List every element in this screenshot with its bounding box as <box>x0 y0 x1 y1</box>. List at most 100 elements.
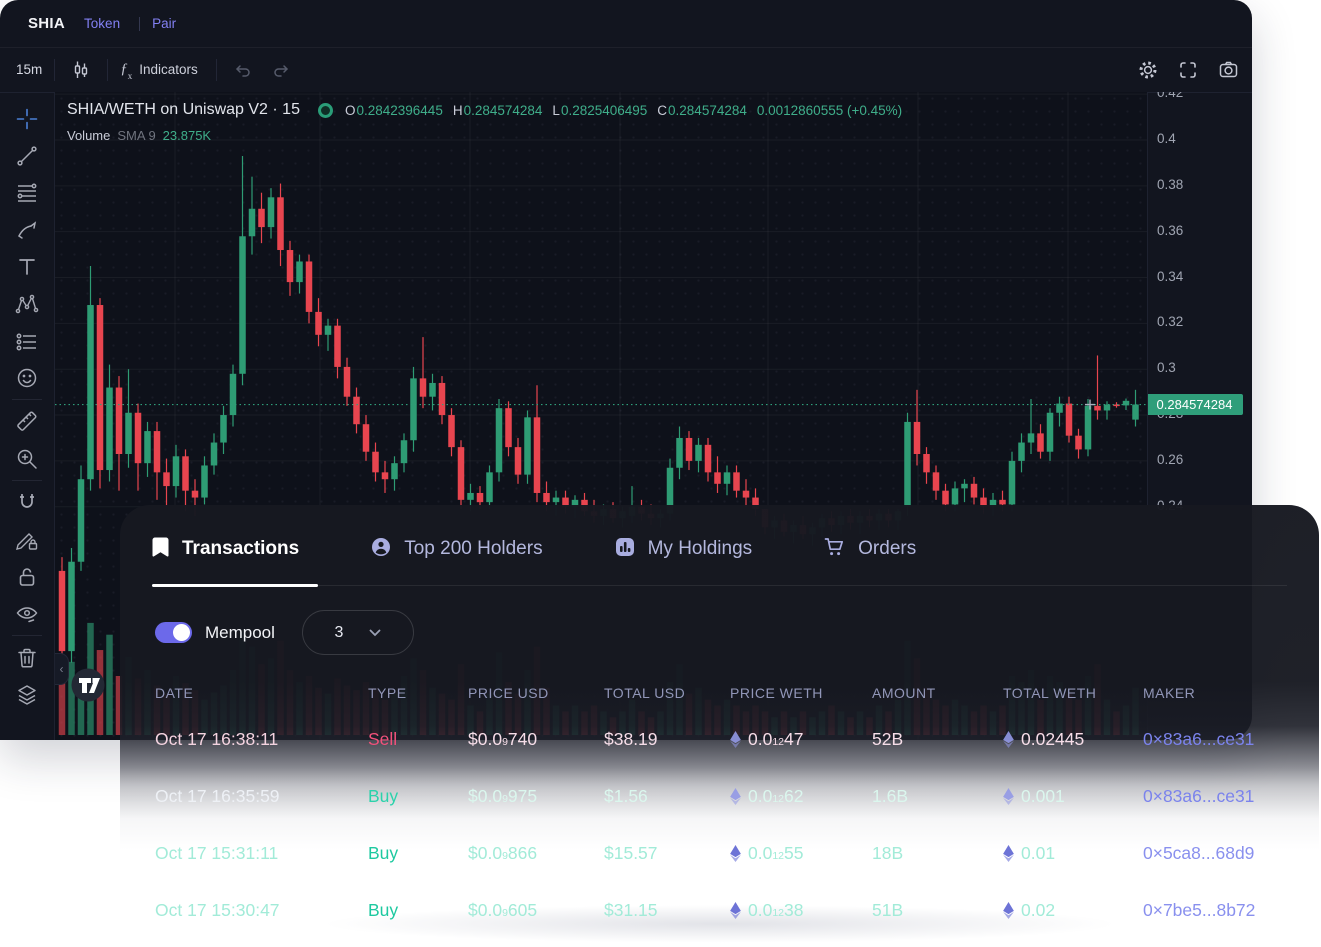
column-header-type: TYPE <box>368 685 407 701</box>
volume-value: 23.875K <box>162 128 212 143</box>
camera-snapshot-icon[interactable] <box>1214 56 1242 84</box>
chart-legend: SHIA/WETH on Uniswap V2 · 15 O0.28423964… <box>67 101 902 119</box>
table-body: Oct 17 16:38:11 Sell $0.0 9 740 $38.19 0.0… <box>120 711 1319 939</box>
current-price-badge: 0.284574284 <box>1148 394 1243 416</box>
tab-transactions[interactable]: Transactions <box>152 537 299 562</box>
forecast-tool-icon[interactable] <box>8 322 46 359</box>
table-row[interactable]: Oct 17 15:30:47 Buy $0.0 9 605 $31.15 0.0 1… <box>120 882 1319 939</box>
column-header-price-weth: PRICE WETH <box>730 685 823 701</box>
table-header-row: DATE TYPE PRICE USD TOTAL USD PRICE WETH AMOU… <box>120 675 1319 711</box>
ruler-tool-icon[interactable] <box>8 403 46 440</box>
volume-legend: Volume SMA 9 23.875K <box>67 128 211 143</box>
price-axis-label: 0.36 <box>1157 222 1184 238</box>
tx-maker-address[interactable]: 0×83a6...ce31 <box>1143 729 1255 749</box>
tx-type: Sell <box>368 729 398 749</box>
tx-date: Oct 17 16:35:59 <box>155 786 280 806</box>
chart-toolbar: 15m ƒx Indicators <box>0 47 1252 93</box>
hide-drawings-tool-icon[interactable] <box>8 595 46 632</box>
ethereum-icon <box>1003 788 1014 805</box>
sidebar-divider <box>12 399 42 400</box>
fx-indicators-icon[interactable]: ƒx <box>120 61 133 81</box>
tab-top-200-holders[interactable]: Top 200 Holders <box>371 537 543 562</box>
active-tab-underline <box>152 584 318 587</box>
tab-label: Top 200 Holders <box>404 538 543 559</box>
price-axis-label: 0.32 <box>1157 314 1184 330</box>
price-axis-label: 0.3 <box>1157 360 1176 376</box>
tx-total-weth: 0.02 <box>1003 900 1143 921</box>
column-header-amount: AMOUNT <box>872 685 936 701</box>
column-header-maker: MAKER <box>1143 685 1196 701</box>
transactions-table: DATE TYPE PRICE USD TOTAL USD PRICE WETH AMOU… <box>120 675 1319 939</box>
xabcd-pattern-tool-icon[interactable] <box>8 285 46 322</box>
column-header-total-weth: TOTAL WETH <box>1003 685 1097 701</box>
brush-tool-icon[interactable] <box>8 211 46 248</box>
zoom-in-tool-icon[interactable] <box>8 440 46 477</box>
drawing-tools-sidebar <box>0 92 55 740</box>
ethereum-icon <box>1003 902 1014 919</box>
selected-value: 3 <box>334 623 344 641</box>
table-row[interactable]: Oct 17 15:31:11 Buy $0.0 9 866 $15.57 0.0 1… <box>120 825 1319 882</box>
tab-my-holdings[interactable]: My Holdings <box>615 537 753 562</box>
live-status-dot <box>317 102 333 118</box>
mempool-toggle[interactable] <box>155 622 192 643</box>
unlock-tool-icon[interactable] <box>8 558 46 595</box>
tab-label: Orders <box>858 538 917 559</box>
sidebar-divider <box>12 480 42 481</box>
timeframe-button[interactable]: 15m <box>16 62 43 77</box>
tx-price-weth: 0.0 12 47 <box>730 729 872 750</box>
price-axis-label: 0.26 <box>1157 451 1184 467</box>
tx-total-usd: $31.15 <box>604 900 658 920</box>
panel-controls: Mempool 3 <box>120 610 1319 655</box>
token-symbol: SHIA <box>28 15 66 32</box>
volume-sma-label: SMA 9 <box>117 128 156 143</box>
price-axis-label: 0.38 <box>1157 176 1184 192</box>
drawing-lock-tool-icon[interactable] <box>8 521 46 558</box>
tx-maker-address[interactable]: 0×7be5...8b72 <box>1143 900 1256 920</box>
tx-date: Oct 17 16:38:11 <box>155 729 279 749</box>
bookmark-icon <box>152 537 169 562</box>
text-tool-icon[interactable] <box>8 248 46 285</box>
table-row[interactable]: Oct 17 16:38:11 Sell $0.0 9 740 $38.19 0.0… <box>120 711 1319 768</box>
trend-line-tool-icon[interactable] <box>8 137 46 174</box>
crosshair-tool-icon[interactable] <box>8 100 46 137</box>
undo-icon[interactable] <box>229 56 257 84</box>
panel-tabs: Transactions Top 200 Holders My Holdings… <box>120 505 1319 571</box>
token-link[interactable]: Token <box>84 16 121 31</box>
redo-icon[interactable] <box>267 56 295 84</box>
collapse-sidebar-handle[interactable]: ‹ <box>55 653 69 685</box>
price-axis[interactable]: 0.420.40.380.360.340.320.30.280.260.240.… <box>1147 92 1253 740</box>
tx-price-usd: $0.0 9 975 <box>468 786 538 806</box>
tx-maker-address[interactable]: 0×5ca8...68d9 <box>1143 843 1255 863</box>
emoji-tool-icon[interactable] <box>8 359 46 396</box>
tab-label: My Holdings <box>647 538 753 559</box>
mempool-count-select[interactable]: 3 <box>301 610 414 655</box>
remove-drawings-tool-icon[interactable] <box>8 639 46 676</box>
indicators-button[interactable]: Indicators <box>139 62 198 77</box>
ethereum-icon <box>730 731 741 748</box>
table-row[interactable]: Oct 17 16:35:59 Buy $0.0 9 975 $1.56 0.0 12… <box>120 768 1319 825</box>
tx-type: Buy <box>368 843 399 863</box>
ethereum-icon <box>730 845 741 862</box>
price-axis-label: 0.4 <box>1157 131 1176 146</box>
tradingview-watermark-logo <box>71 668 105 702</box>
candles-icon[interactable] <box>67 56 95 84</box>
price-axis-label: 0.34 <box>1157 268 1184 284</box>
tab-orders[interactable]: Orders <box>824 537 916 562</box>
fib-retracement-tool-icon[interactable] <box>8 174 46 211</box>
fullscreen-icon[interactable] <box>1174 56 1202 84</box>
cart-icon <box>824 537 845 562</box>
tx-price-weth: 0.0 12 55 <box>730 843 872 864</box>
chart-pair-title: SHIA/WETH on Uniswap V2 · 15 <box>67 101 300 118</box>
tx-date: Oct 17 15:30:47 <box>155 900 280 920</box>
ethereum-icon <box>730 788 741 805</box>
tx-maker-address[interactable]: 0×83a6...ce31 <box>1143 786 1255 806</box>
chevron-down-icon <box>369 629 381 636</box>
mempool-label: Mempool <box>205 622 275 642</box>
object-tree-tool-icon[interactable] <box>8 676 46 713</box>
magnet-tool-icon[interactable] <box>8 484 46 521</box>
settings-gear-icon[interactable] <box>1134 56 1162 84</box>
holdings-chart-icon <box>615 537 635 562</box>
tx-total-weth: 0.001 <box>1003 786 1143 807</box>
pair-link[interactable]: Pair <box>152 16 177 31</box>
tx-total-usd: $1.56 <box>604 786 648 806</box>
